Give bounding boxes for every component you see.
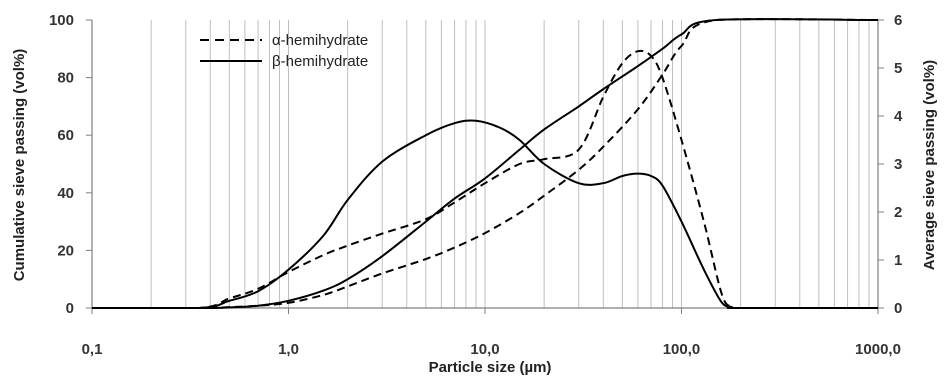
x-tick-label: 10,0 bbox=[470, 341, 499, 358]
y-tick-label: 80 bbox=[57, 70, 74, 87]
x-tick-label: 1000,0 bbox=[855, 341, 901, 358]
y2-tick-label: 1 bbox=[894, 252, 902, 269]
x-tick-label: 1,0 bbox=[278, 341, 299, 358]
y2-tick-label: 2 bbox=[894, 204, 902, 221]
series-lines bbox=[91, 18, 879, 310]
y2-tick-label: 3 bbox=[894, 156, 902, 173]
x-tick-label: 0,1 bbox=[82, 341, 103, 358]
alpha-cumulative-line bbox=[91, 18, 879, 309]
beta-cumulative-line bbox=[91, 18, 879, 309]
y2-tick-label: 0 bbox=[894, 300, 902, 317]
y2-tick-label: 6 bbox=[894, 12, 902, 29]
legend-label-alpha: α-hemihydrate bbox=[272, 32, 368, 49]
y-tick-label: 100 bbox=[49, 12, 74, 29]
y-tick-label: 0 bbox=[66, 300, 74, 317]
alpha-frequency-line bbox=[91, 49, 878, 310]
grid-lines bbox=[150, 20, 879, 308]
y-tick-label: 60 bbox=[57, 127, 74, 144]
x-axis-title: Particle size (µm) bbox=[429, 359, 552, 376]
tick-labels: 0,1 1,0 10,0 100,0 1000,0 0 20 40 60 80 100 0 1 2 3 4 5 6 bbox=[49, 12, 903, 358]
beta-frequency-line bbox=[91, 119, 878, 310]
legend-label-beta: β-hemihydrate bbox=[272, 53, 368, 70]
y-tick-label: 20 bbox=[57, 242, 74, 259]
y2-axis-title: Average sieve passing (vol%) bbox=[921, 60, 938, 270]
y-tick-label: 40 bbox=[57, 185, 74, 202]
y2-tick-label: 4 bbox=[894, 108, 903, 125]
x-tick-label: 100,0 bbox=[663, 341, 701, 358]
y2-tick-label: 5 bbox=[894, 60, 902, 77]
legend: α-hemihydrate β-hemihydrate bbox=[200, 32, 368, 70]
y-axis-title: Cumulative sieve passing (vol%) bbox=[11, 49, 28, 282]
